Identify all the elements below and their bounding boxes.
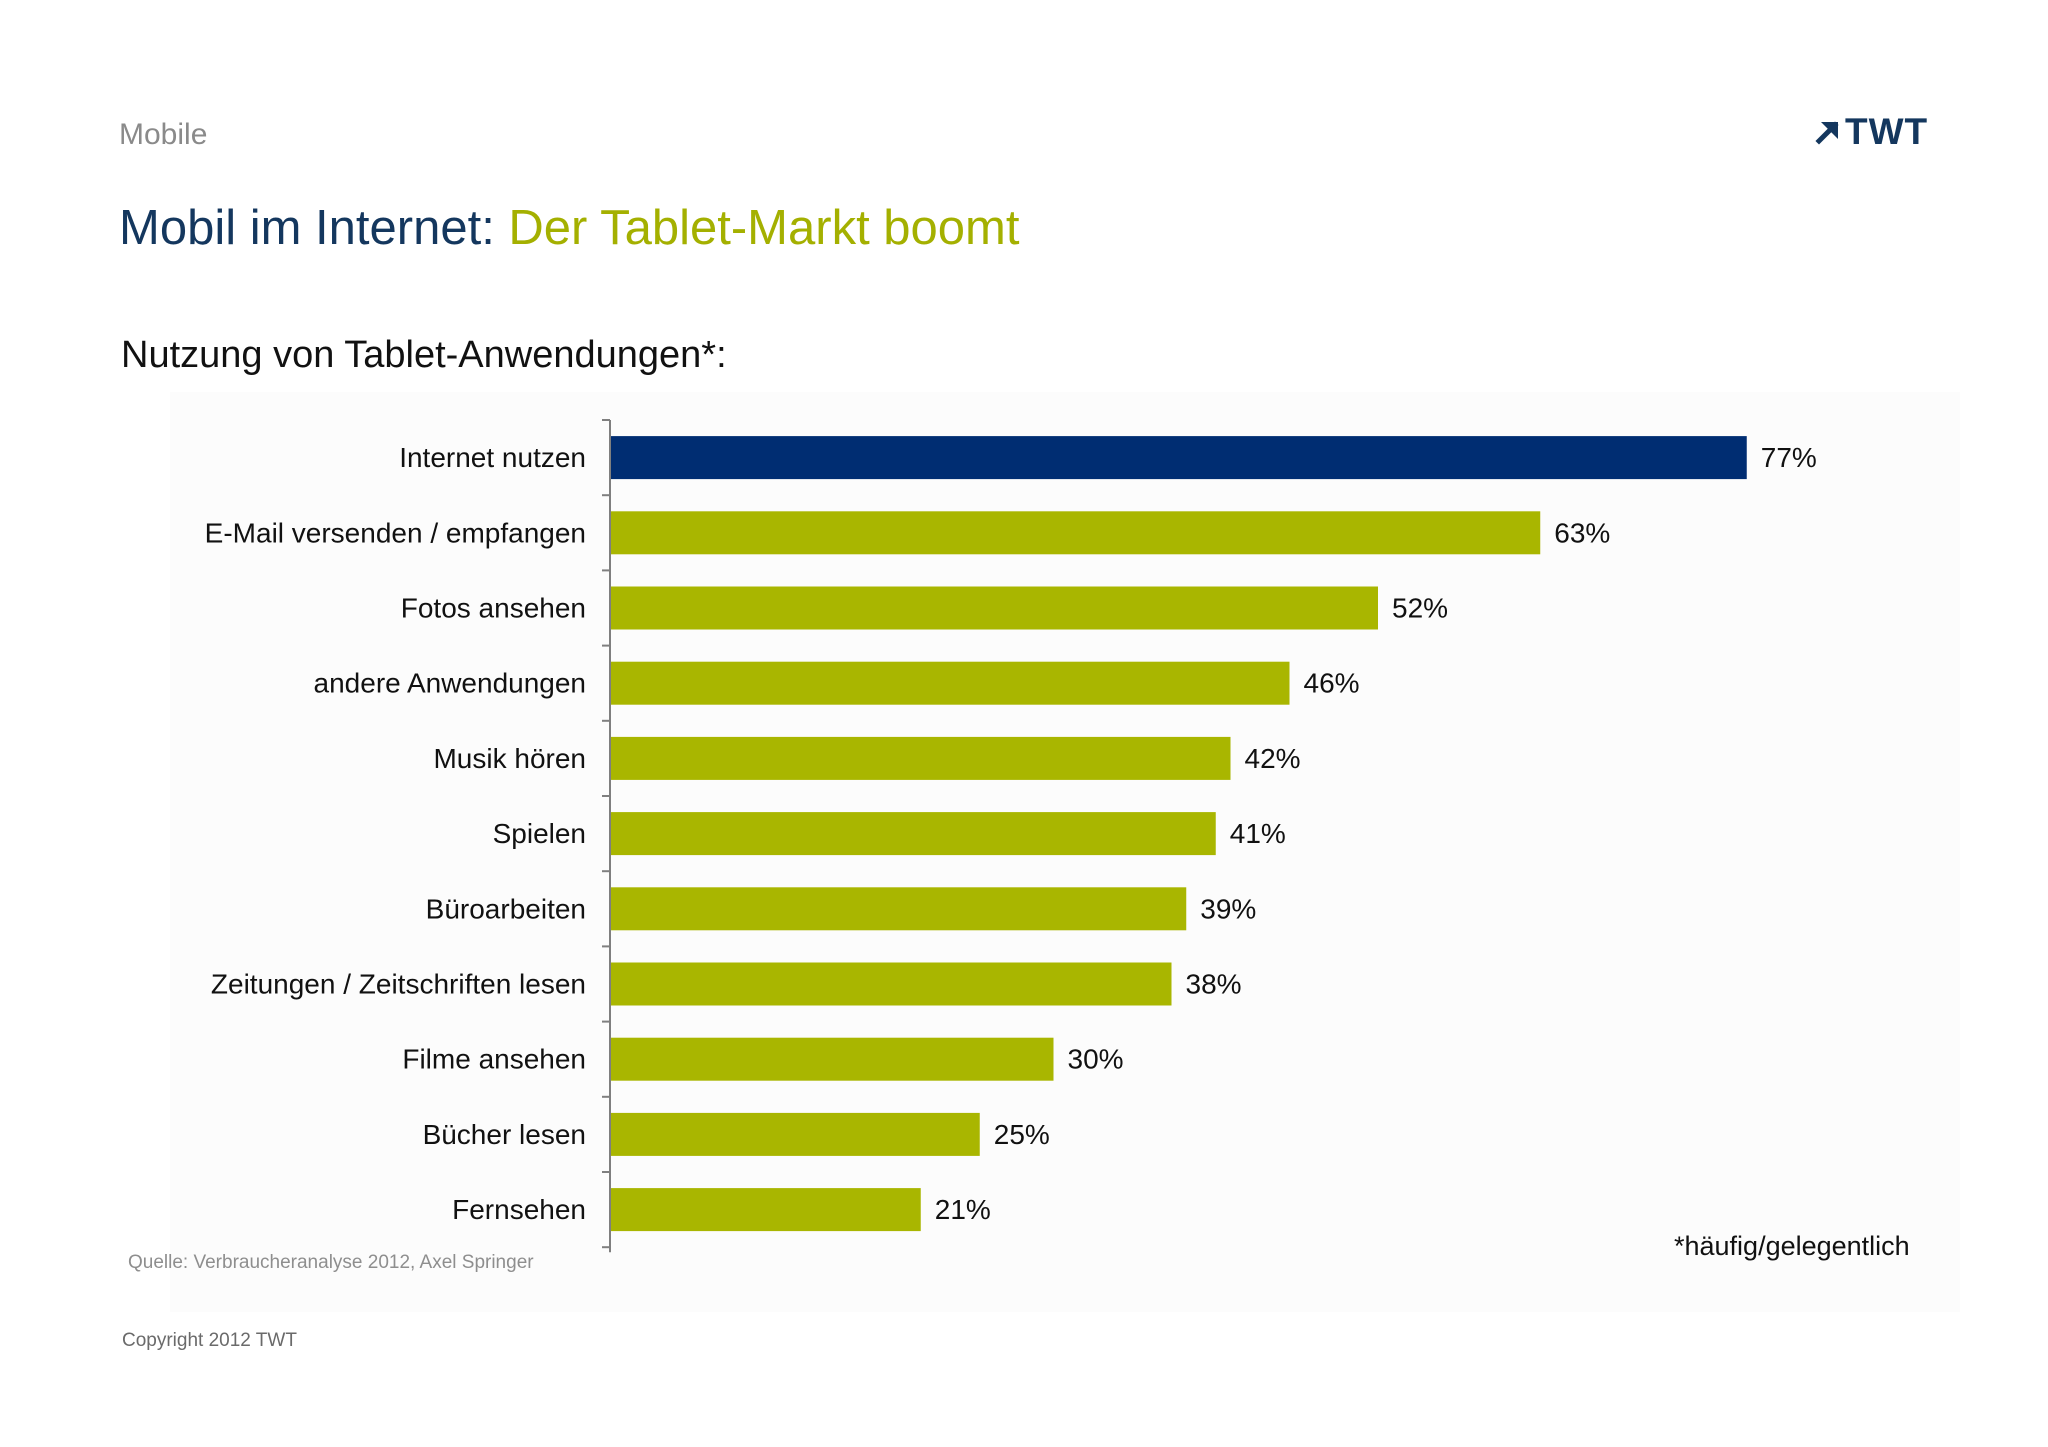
source-note: Quelle: Verbraucheranalyse 2012, Axel Sp… xyxy=(128,1252,534,1273)
footnote: *häufig/gelegentlich xyxy=(1674,1231,1910,1261)
category-label: Büroarbeiten xyxy=(426,893,586,924)
value-label: 63% xyxy=(1554,517,1610,548)
value-label: 25% xyxy=(994,1119,1050,1150)
bar xyxy=(611,661,1290,705)
bar xyxy=(611,1112,980,1156)
category-label: Internet nutzen xyxy=(399,442,586,473)
arrow-up-right-icon xyxy=(1815,121,1839,145)
title-main: Mobil im Internet: xyxy=(119,201,509,255)
bar xyxy=(611,511,1541,555)
bar xyxy=(611,812,1216,856)
value-label: 38% xyxy=(1186,969,1242,1000)
category-label: Zeitungen / Zeitschriften lesen xyxy=(211,969,586,1000)
section-label: Mobile xyxy=(119,118,208,151)
title-accent: Der Tablet-Markt boomt xyxy=(508,201,1020,255)
category-label: Musik hören xyxy=(433,743,586,774)
bar xyxy=(611,586,1378,630)
logo-text: TWT xyxy=(1845,111,1929,152)
category-label: Fotos ansehen xyxy=(401,593,586,624)
page-title: Mobil im Internet: Der Tablet-Markt boom… xyxy=(119,198,1019,258)
value-label: 21% xyxy=(935,1194,991,1225)
value-label: 42% xyxy=(1245,743,1301,774)
category-label: Bücher lesen xyxy=(423,1119,586,1150)
chart-title: Nutzung von Tablet-Anwendungen*: xyxy=(121,334,727,376)
twt-logo: TWT xyxy=(1815,112,1928,152)
bar xyxy=(611,1037,1054,1081)
value-label: 77% xyxy=(1761,442,1817,473)
value-label: 52% xyxy=(1392,593,1448,624)
value-label: 41% xyxy=(1230,818,1286,849)
category-label: Fernsehen xyxy=(452,1194,586,1225)
value-label: 39% xyxy=(1200,893,1256,924)
value-label: 30% xyxy=(1068,1044,1124,1075)
bar xyxy=(611,436,1747,480)
bar xyxy=(611,962,1172,1006)
bar xyxy=(611,887,1187,931)
bar xyxy=(611,1188,921,1232)
category-label: andere Anwendungen xyxy=(314,668,586,699)
copyright: Copyright 2012 TWT xyxy=(122,1330,297,1351)
category-label: E-Mail versenden / empfangen xyxy=(205,517,586,548)
value-label: 46% xyxy=(1304,668,1360,699)
category-label: Filme ansehen xyxy=(402,1044,586,1075)
category-label: Spielen xyxy=(493,818,586,849)
bar xyxy=(611,736,1231,780)
